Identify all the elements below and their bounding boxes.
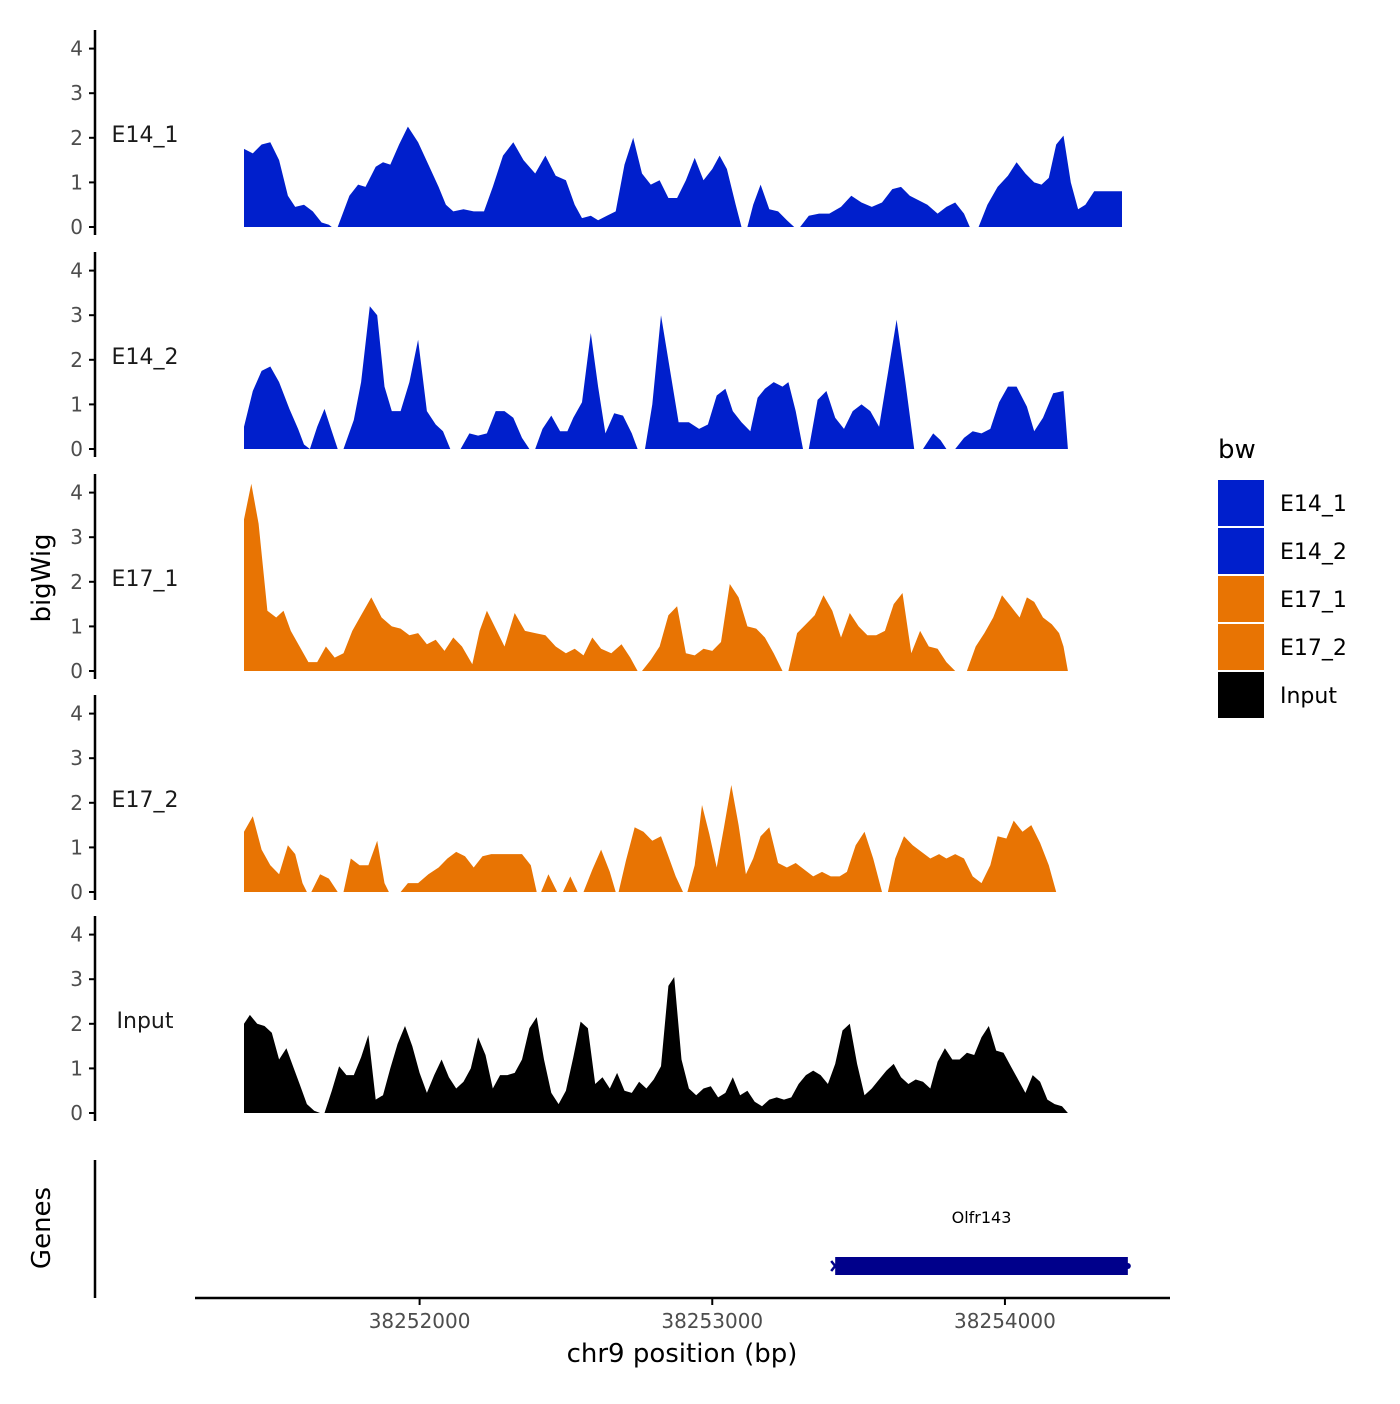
- legend-item-e14-1: E14_1: [1218, 480, 1347, 526]
- y-tick-label: 3: [70, 525, 83, 549]
- y-tick-label: 1: [70, 392, 83, 416]
- x-tick-label: 38252000: [369, 1309, 471, 1333]
- track-label: E17_2: [112, 788, 179, 813]
- x-tick-label: 38253000: [661, 1309, 763, 1333]
- gene-end-mark: [1124, 1263, 1131, 1269]
- y-tick-label: 0: [70, 215, 83, 239]
- genes-axis-title: Genes: [27, 1187, 57, 1269]
- track-label: E14_2: [112, 345, 179, 370]
- x-axis-title: chr9 position (bp): [567, 1339, 798, 1369]
- y-tick-label: 4: [70, 702, 83, 726]
- legend-swatch: [1218, 624, 1264, 670]
- gene-body: [835, 1257, 1128, 1275]
- track-label: Input: [117, 1009, 174, 1034]
- y-tick-label: 2: [70, 348, 83, 372]
- track-e17-2: 0 1 2 3 4 E17_2: [70, 695, 1057, 904]
- legend-swatch: [1218, 480, 1264, 526]
- y-tick-label: 3: [70, 967, 83, 991]
- y-tick-label: 2: [70, 570, 83, 594]
- legend-title: bw: [1218, 435, 1256, 465]
- y-tick-label: 4: [70, 37, 83, 61]
- legend-item-e17-1: E17_1: [1218, 576, 1347, 622]
- legend: E14_1 E14_2 E17_1 E17_2 Input: [1218, 480, 1347, 718]
- legend-swatch: [1218, 672, 1264, 718]
- legend-label: E17_2: [1280, 636, 1347, 661]
- legend-label: E17_1: [1280, 588, 1347, 613]
- x-axis: 38252000 38253000 38254000: [195, 1296, 1170, 1333]
- y-tick-label: 0: [70, 880, 83, 904]
- legend-label: E14_2: [1280, 540, 1347, 565]
- signal-area-input: [244, 977, 1068, 1113]
- y-tick-label: 1: [70, 1056, 83, 1080]
- track-e17-1: 0 1 2 3 4 E17_1: [70, 474, 1068, 683]
- y-tick-label: 0: [70, 437, 83, 461]
- y-tick-label: 0: [70, 1101, 83, 1125]
- y-tick-label: 1: [70, 835, 83, 859]
- signal-area-e17-2: [244, 785, 1057, 892]
- y-tick-label: 3: [70, 303, 83, 327]
- y-tick-label: 4: [70, 481, 83, 505]
- signal-area-e17-1: [244, 483, 1068, 671]
- legend-item-e14-2: E14_2: [1218, 528, 1347, 574]
- y-tick-label: 4: [70, 923, 83, 947]
- track-input: 0 1 2 3 4 Input: [70, 916, 1068, 1125]
- track-label: E17_1: [112, 567, 179, 592]
- y-axis-title: bigWig: [27, 533, 57, 622]
- y-tick-label: 3: [70, 746, 83, 770]
- legend-label: Input: [1280, 684, 1337, 709]
- y-tick-label: 1: [70, 614, 83, 638]
- y-tick-label: 4: [70, 259, 83, 283]
- y-tick-label: 3: [70, 81, 83, 105]
- legend-swatch: [1218, 528, 1264, 574]
- y-tick-label: 0: [70, 659, 83, 683]
- gene-strand-mark: [830, 1260, 841, 1272]
- track-label: E14_1: [112, 123, 179, 148]
- gene-olfr143: Olfr143: [830, 1208, 1131, 1275]
- track-e14-2: 0 1 2 3 4 E14_2: [70, 252, 1068, 461]
- genes-panel: Olfr143: [93, 1160, 1131, 1298]
- legend-label: E14_1: [1280, 492, 1347, 517]
- legend-item-input: Input: [1218, 672, 1337, 718]
- y-tick-label: 2: [70, 126, 83, 150]
- legend-item-e17-2: E17_2: [1218, 624, 1347, 670]
- y-tick-label: 2: [70, 791, 83, 815]
- signal-area-e14-2: [244, 306, 1068, 449]
- y-tick-label: 2: [70, 1012, 83, 1036]
- legend-swatch: [1218, 576, 1264, 622]
- tracks-layer: 0 1 2 3 4 E14_1 0 1 2 3 4 E14_2 0 1 2 3 4 E17_1 0 1 2 3 4 E17_2…: [70, 30, 1122, 1125]
- signal-area-e14-1: [244, 126, 1122, 227]
- gene-label: Olfr143: [952, 1208, 1012, 1227]
- y-tick-label: 1: [70, 170, 83, 194]
- track-e14-1: 0 1 2 3 4 E14_1: [70, 30, 1122, 239]
- x-tick-label: 38254000: [954, 1309, 1056, 1333]
